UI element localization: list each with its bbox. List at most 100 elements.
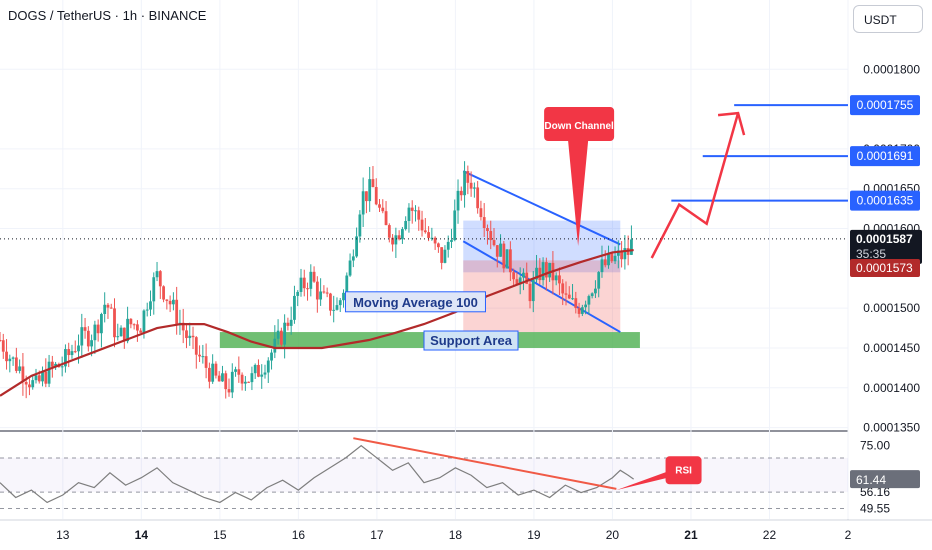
projection-path[interactable] (650, 112, 740, 259)
candle-body[interactable] (37, 375, 41, 382)
ma-label[interactable]: Moving Average 100 (344, 291, 486, 313)
candle-body[interactable] (466, 171, 470, 183)
candle-body[interactable] (580, 307, 584, 314)
candle-body[interactable] (420, 219, 424, 231)
candle-body[interactable] (620, 250, 624, 260)
candle-body[interactable] (11, 357, 15, 359)
candle-body[interactable] (149, 301, 152, 310)
candle-body[interactable] (250, 373, 254, 383)
candle-body[interactable] (217, 375, 221, 382)
candle-body[interactable] (194, 337, 198, 355)
candle-body[interactable] (335, 305, 339, 310)
candle-body[interactable] (181, 322, 185, 331)
candle-body[interactable] (329, 293, 332, 311)
candle-body[interactable] (561, 283, 565, 294)
candle-body[interactable] (371, 179, 375, 188)
candle-body[interactable] (234, 369, 237, 372)
candle-body[interactable] (544, 262, 548, 278)
candle-body[interactable] (443, 249, 447, 263)
candle-body[interactable] (122, 327, 126, 342)
candle-body[interactable] (531, 279, 535, 302)
candle-body[interactable] (86, 330, 90, 347)
candle-body[interactable] (381, 207, 385, 212)
candle-body[interactable] (158, 271, 162, 287)
candle-body[interactable] (603, 259, 607, 266)
candle-body[interactable] (83, 327, 87, 331)
candle-body[interactable] (283, 322, 287, 345)
candle-body[interactable] (404, 220, 408, 230)
candle-body[interactable] (240, 374, 244, 384)
candle-body[interactable] (476, 187, 480, 209)
candle-body[interactable] (564, 293, 568, 295)
candle-body[interactable] (433, 237, 437, 244)
candle-body[interactable] (486, 228, 489, 232)
candle-body[interactable] (93, 324, 97, 341)
candle-body[interactable] (430, 237, 434, 239)
candle-body[interactable] (365, 191, 368, 202)
candle-body[interactable] (64, 349, 67, 367)
candle-body[interactable] (175, 299, 179, 326)
candle-body[interactable] (8, 358, 12, 362)
candle-body[interactable] (472, 187, 476, 189)
candle-body[interactable] (139, 330, 143, 333)
candle-body[interactable] (587, 296, 591, 305)
candle-body[interactable] (44, 371, 48, 384)
candle-body[interactable] (41, 371, 44, 382)
candle-body[interactable] (584, 304, 588, 308)
candle-body[interactable] (535, 267, 538, 280)
candle-body[interactable] (129, 318, 133, 325)
currency-selector[interactable]: USDT (853, 5, 923, 33)
candle-body[interactable] (207, 367, 211, 382)
candle-body[interactable] (132, 324, 136, 326)
channel-lower-line[interactable] (462, 240, 621, 333)
candle-body[interactable] (47, 361, 51, 384)
candle-body[interactable] (446, 241, 450, 250)
candle-body[interactable] (5, 351, 8, 362)
candle-body[interactable] (168, 300, 172, 305)
candle-body[interactable] (515, 279, 519, 285)
candle-body[interactable] (50, 361, 54, 367)
candle-body[interactable] (106, 304, 110, 308)
candle-body[interactable] (345, 275, 349, 293)
candle-body[interactable] (18, 366, 22, 371)
candle-body[interactable] (319, 291, 323, 300)
candle-body[interactable] (293, 295, 296, 320)
candle-body[interactable] (103, 304, 107, 314)
candle-body[interactable] (512, 272, 516, 280)
candle-body[interactable] (554, 275, 558, 281)
projection-arrow-head[interactable] (717, 111, 746, 136)
candle-body[interactable] (374, 187, 378, 205)
candle-body[interactable] (322, 291, 326, 293)
candle-body[interactable] (204, 356, 208, 368)
candle-body[interactable] (358, 214, 362, 237)
candle-body[interactable] (289, 319, 293, 326)
candle-body[interactable] (309, 271, 313, 289)
candle-body[interactable] (541, 262, 545, 281)
candle-body[interactable] (479, 208, 483, 218)
candle-body[interactable] (368, 179, 372, 202)
candle-body[interactable] (165, 299, 169, 301)
candle-body[interactable] (21, 366, 25, 382)
candle-body[interactable] (495, 245, 499, 257)
candle-body[interactable] (610, 253, 614, 262)
candle-body[interactable] (60, 366, 64, 368)
candle-body[interactable] (171, 299, 175, 305)
down-channel-callout[interactable]: Down Channel (544, 107, 615, 246)
candle-body[interactable] (214, 363, 218, 376)
candle-body[interactable] (109, 307, 113, 309)
candle-body[interactable] (14, 357, 18, 371)
candle-body[interactable] (518, 277, 522, 285)
candle-body[interactable] (136, 324, 139, 331)
candle-body[interactable] (191, 335, 195, 338)
candle-body[interactable] (70, 351, 74, 356)
rsi-current-tag[interactable]: 61.44 (850, 470, 920, 489)
channel-upper-line[interactable] (462, 170, 621, 246)
candle-body[interactable] (558, 275, 561, 284)
candle-body[interactable] (482, 217, 486, 229)
candle-body[interactable] (463, 171, 466, 196)
candle-body[interactable] (453, 210, 457, 241)
candle-body[interactable] (312, 271, 316, 282)
candle-body[interactable] (325, 292, 329, 294)
candle-body[interactable] (155, 271, 159, 278)
candle-body[interactable] (427, 232, 430, 238)
